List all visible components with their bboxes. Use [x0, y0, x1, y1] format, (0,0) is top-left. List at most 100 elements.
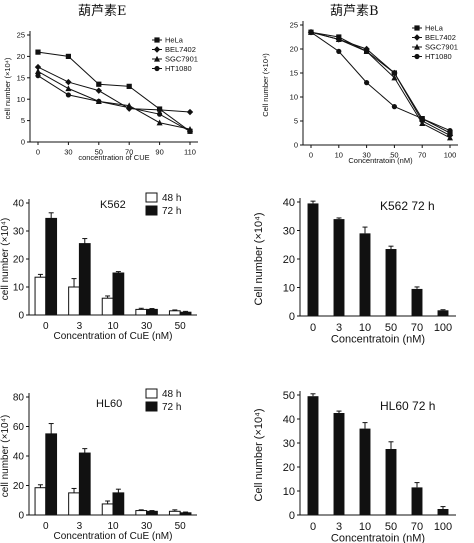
- data-point: [126, 83, 132, 89]
- x-axis-label: Concentratoin (nM): [331, 532, 425, 543]
- y-axis-label: cell number (×10⁴): [0, 415, 11, 497]
- bar-72h: [179, 512, 192, 516]
- series-line-sgc7901: [310, 31, 451, 139]
- data-point: [419, 120, 426, 126]
- legend-swatch: [145, 388, 158, 399]
- bar-48h: [101, 297, 114, 316]
- y-tick-label: 10: [13, 283, 25, 294]
- bar-48h: [34, 487, 47, 516]
- y-tick-label: 40: [13, 452, 25, 463]
- legend-marker: [414, 53, 420, 60]
- bar-48h: [135, 510, 148, 516]
- x-tick-label: 110: [184, 148, 196, 157]
- x-tick-label: 100: [434, 322, 452, 334]
- y-tick-label: 60: [13, 422, 25, 433]
- data-point: [186, 108, 194, 116]
- y-tick-label: 10: [17, 95, 25, 104]
- x-axis-label: Concentration of CuE (nM): [54, 331, 173, 342]
- x-tick-label: 3: [77, 521, 83, 532]
- bar: [437, 310, 449, 316]
- x-tick-label: 50: [385, 521, 397, 533]
- y-tick-label: 20: [13, 481, 25, 492]
- data-point: [126, 105, 132, 111]
- x-tick-label: 10: [359, 521, 371, 533]
- y-tick-label: 40: [283, 197, 295, 209]
- legend-label: SGC7901: [425, 43, 458, 52]
- x-tick-label: 100: [434, 521, 452, 533]
- legend-marker: [413, 34, 421, 41]
- bar-48h: [168, 310, 181, 316]
- y-tick-label: 15: [17, 73, 25, 82]
- y-tick-label: 0: [18, 511, 24, 522]
- bar-48h: [34, 276, 47, 316]
- legend-marker: [414, 43, 420, 50]
- legend-marker: [154, 55, 160, 62]
- series-line-sgc7901: [37, 70, 191, 130]
- x-tick-label: 30: [141, 521, 153, 532]
- y-tick-label: 5: [294, 117, 298, 126]
- inset-label: K562: [100, 199, 126, 211]
- bar-72h: [112, 492, 125, 516]
- y-axis-label: Cell number (×10⁴): [253, 408, 265, 501]
- y-tick-label: 30: [13, 227, 25, 238]
- data-point: [391, 69, 398, 77]
- bar-72h: [78, 243, 91, 316]
- bar: [359, 428, 371, 515]
- y-tick-label: 0: [289, 510, 295, 522]
- x-tick-label: 30: [141, 321, 153, 332]
- legend-label: 72 h: [162, 206, 181, 217]
- legend-marker: [154, 37, 160, 43]
- data-point: [65, 85, 72, 92]
- bar-72h: [45, 433, 58, 516]
- bar: [359, 233, 371, 316]
- data-point: [336, 48, 342, 55]
- y-axis-label: cell number (×10⁴): [3, 57, 12, 119]
- bar: [385, 249, 397, 316]
- x-tick-label: 0: [43, 521, 49, 532]
- title-right: 葫芦素B: [330, 4, 379, 19]
- bar-48h: [168, 510, 181, 516]
- legend-label: BEL7402: [425, 33, 456, 42]
- series-line-ht1080: [310, 31, 451, 132]
- y-tick-label: 20: [13, 255, 25, 266]
- y-tick-label: 10: [283, 282, 295, 294]
- x-axis-label: Concentration of CuE (nM): [54, 531, 173, 542]
- x-tick-label: 0: [310, 521, 316, 533]
- bar: [385, 449, 397, 515]
- data-point: [35, 68, 41, 74]
- y-tick-label: 20: [290, 45, 298, 54]
- y-tick-label: 40: [283, 414, 295, 426]
- y-tick-label: 25: [17, 31, 25, 40]
- bar: [333, 219, 345, 316]
- data-point: [308, 29, 314, 35]
- legend-swatch: [145, 401, 158, 412]
- y-axis-label: Cell number (×10⁴): [253, 212, 265, 305]
- x-tick-label: 3: [336, 322, 342, 334]
- y-axis-label: Cell number (×10⁴): [261, 53, 270, 117]
- x-tick-label: 3: [77, 321, 83, 332]
- data-point: [363, 48, 370, 54]
- inset-label: K562 72 h: [380, 199, 435, 213]
- y-tick-label: 25: [290, 21, 298, 30]
- legend-label: HT1080: [165, 64, 192, 73]
- data-point: [65, 53, 71, 59]
- inset-label: HL60: [96, 398, 122, 410]
- y-tick-label: 0: [294, 141, 298, 150]
- legend-label: HT1080: [425, 52, 452, 61]
- x-tick-label: 50: [175, 521, 187, 532]
- bar: [411, 487, 423, 515]
- y-tick-label: 10: [290, 93, 298, 102]
- x-tick-label: 10: [335, 151, 343, 160]
- y-tick-label: 30: [283, 225, 295, 237]
- x-tick-label: 70: [418, 151, 426, 160]
- x-tick-label: 50: [95, 148, 103, 157]
- bar-72h: [146, 308, 158, 316]
- y-tick-label: 20: [283, 254, 295, 266]
- y-tick-label: 20: [17, 52, 25, 61]
- y-tick-label: 5: [21, 116, 25, 125]
- x-tick-label: 30: [362, 151, 370, 160]
- x-axis-label: concentration of CUE: [78, 153, 149, 162]
- data-point: [65, 78, 72, 86]
